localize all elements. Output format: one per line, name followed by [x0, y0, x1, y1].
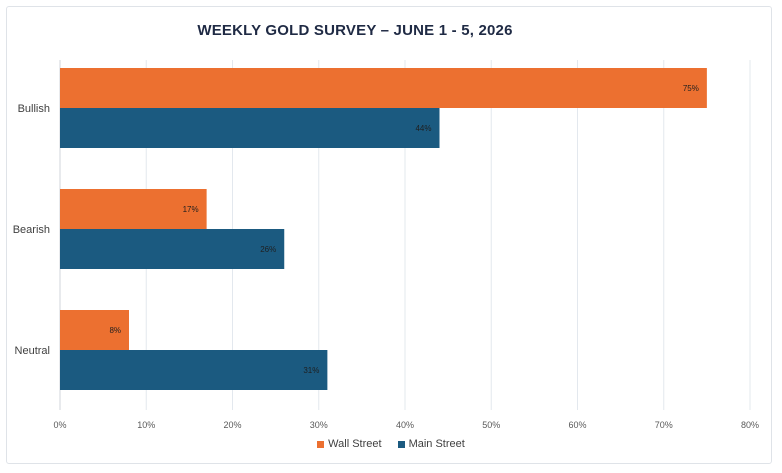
legend-item-main-street: Main Street: [397, 438, 465, 450]
x-tick-label: 10%: [137, 420, 155, 430]
bar: [60, 189, 207, 229]
bar: [60, 68, 707, 108]
legend-swatch-wall-street: [317, 440, 325, 448]
data-label: 8%: [109, 326, 121, 335]
legend-label-main-street: Main Street: [408, 438, 465, 450]
x-tick-label: 0%: [53, 420, 66, 430]
x-tick-label: 30%: [310, 420, 328, 430]
x-tick-label: 80%: [741, 420, 759, 430]
x-tick-label: 70%: [655, 420, 673, 430]
bar: [60, 310, 129, 350]
bar: [60, 229, 285, 269]
data-label: 44%: [415, 124, 431, 133]
category-label: Bullish: [18, 103, 50, 115]
x-tick-label: 60%: [568, 420, 586, 430]
x-tick-label: 20%: [223, 420, 241, 430]
legend-item-wall-street: Wall Street: [317, 438, 382, 450]
chart-title: WEEKLY GOLD SURVEY – JUNE 1 - 5, 2026: [197, 22, 513, 39]
category-label: Neutral: [15, 345, 50, 357]
legend-swatch-main-street: [397, 440, 405, 448]
data-label: 31%: [303, 366, 319, 375]
data-label: 17%: [183, 205, 199, 214]
bar: [60, 350, 328, 390]
x-tick-label: 50%: [482, 420, 500, 430]
legend: Wall Street Main Street: [0, 438, 782, 450]
x-tick-label: 40%: [396, 420, 414, 430]
category-label: Bearish: [13, 224, 50, 236]
legend-label-wall-street: Wall Street: [328, 438, 382, 450]
bar: [60, 108, 440, 148]
data-label: 26%: [260, 245, 276, 254]
data-label: 75%: [683, 84, 699, 93]
